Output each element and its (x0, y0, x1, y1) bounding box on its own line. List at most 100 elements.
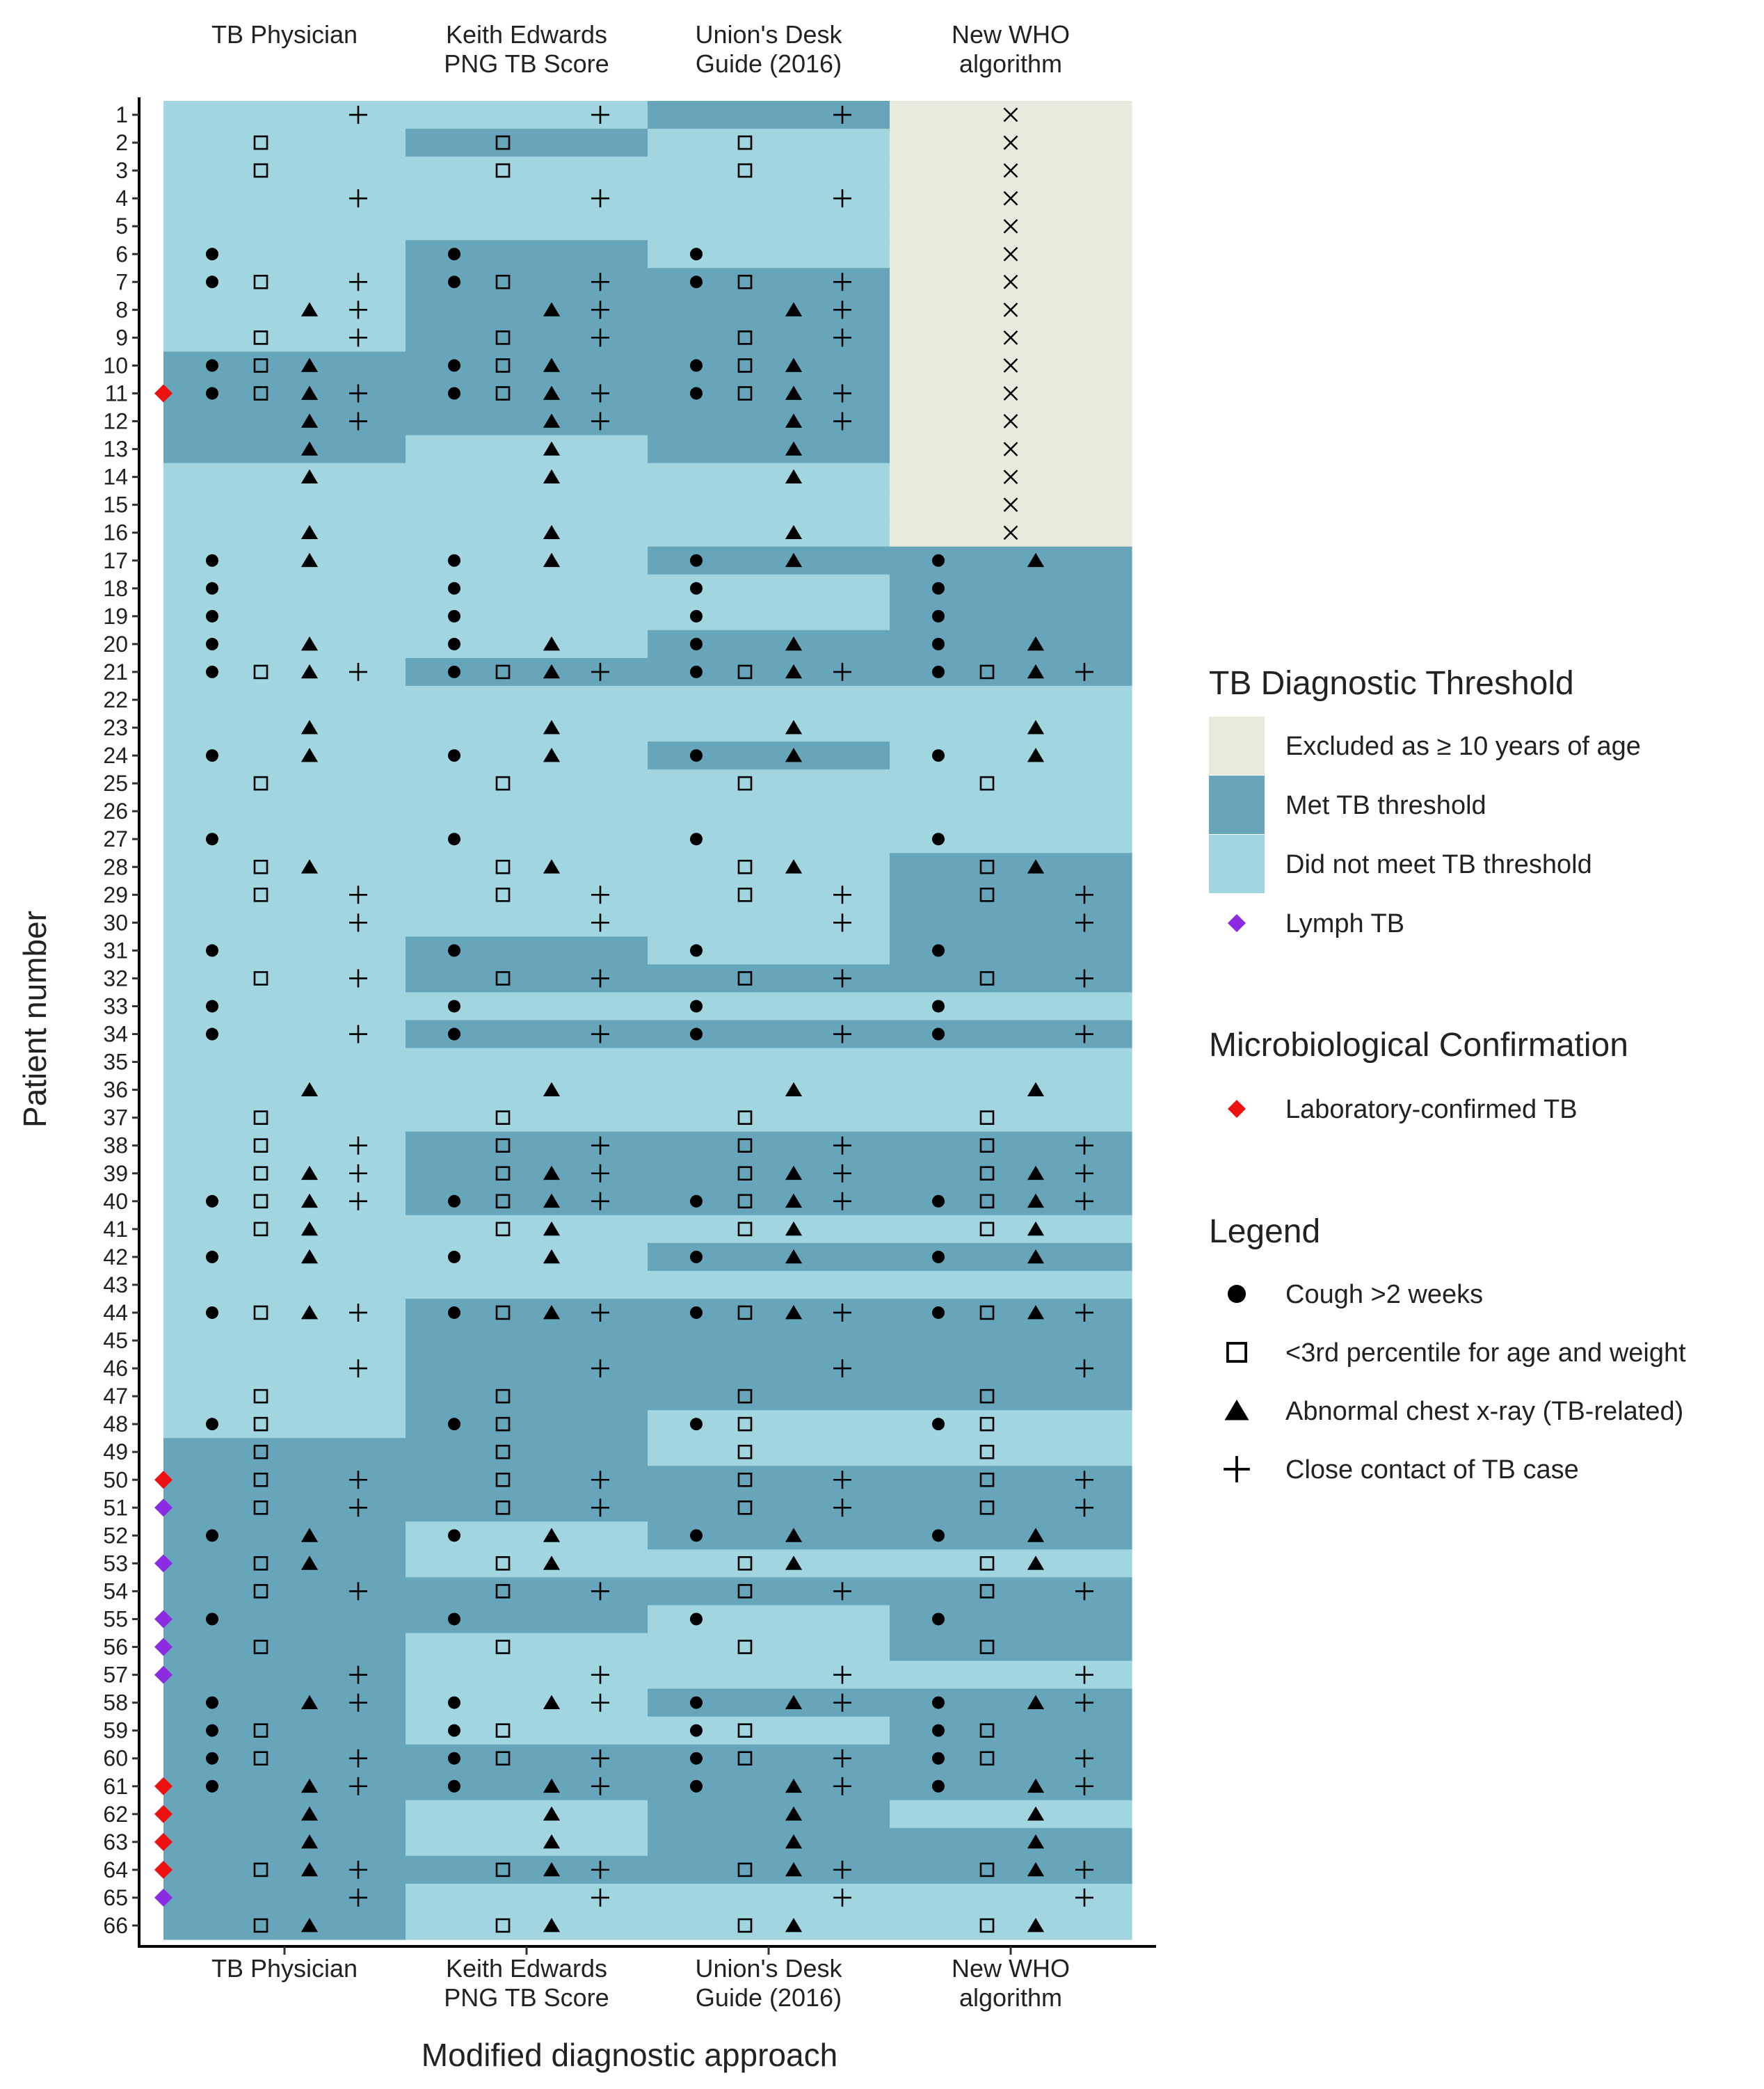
contact-plus-patient-65-approach-4 (1075, 1888, 1093, 1907)
contact-plus-patient-21-approach-1 (349, 662, 367, 681)
cell-patient-18-approach-3 (648, 574, 890, 603)
cell-patient-43-approach-1 (163, 1270, 406, 1299)
contact-plus-patient-34-approach-1 (349, 1025, 367, 1043)
y-tick-label: 11 (105, 381, 128, 406)
cough-dot-patient-34-approach-3 (690, 1027, 703, 1041)
xray-triangle-patient-8-approach-3 (785, 302, 803, 317)
cell-patient-52-approach-1 (163, 1521, 406, 1550)
cell-patient-29-approach-3 (648, 881, 890, 909)
weight-square-patient-28-approach-1 (253, 859, 268, 874)
contact-plus-patient-21-approach-4 (1075, 662, 1093, 681)
lymph-tb-diamond-patient-65 (154, 1888, 173, 1907)
cell-patient-31-approach-1 (163, 936, 406, 966)
cell-patient-42-approach-3 (648, 1242, 890, 1272)
cough-dot-patient-52-approach-3 (690, 1529, 703, 1542)
cell-patient-40-approach-3 (648, 1187, 890, 1216)
cough-dot-patient-58-approach-3 (690, 1696, 703, 1709)
legend-swatch-excluded (1209, 717, 1265, 775)
weight-square-patient-47-approach-1 (253, 1388, 268, 1404)
xray-triangle-patient-23-approach-4 (1027, 720, 1045, 735)
cell-patient-7-approach-2 (406, 268, 648, 296)
cough-dot-patient-42-approach-3 (690, 1250, 703, 1263)
cough-dot-patient-21-approach-2 (448, 665, 460, 678)
y-tick-label: 2 (115, 130, 128, 155)
xray-triangle-patient-58-approach-3 (785, 1695, 803, 1709)
cell-patient-55-approach-1 (163, 1605, 406, 1634)
y-tick-label: 45 (103, 1328, 128, 1353)
xray-triangle-patient-21-approach-4 (1027, 664, 1045, 679)
contact-plus-patient-38-approach-3 (833, 1136, 851, 1155)
cell-patient-40-approach-2 (406, 1187, 648, 1216)
cell-patient-34-approach-3 (648, 1020, 890, 1049)
contact-plus-patient-54-approach-3 (833, 1582, 851, 1601)
weight-square-patient-49-approach-4 (979, 1444, 995, 1459)
weight-square-patient-49-approach-2 (495, 1444, 511, 1459)
weight-square-patient-54-approach-3 (737, 1584, 753, 1599)
cell-patient-14-approach-1 (163, 463, 406, 492)
xray-triangle-patient-44-approach-4 (1027, 1304, 1045, 1320)
cell-patient-55-approach-3 (648, 1605, 890, 1634)
legend-contact-symbol (1224, 1456, 1250, 1482)
cell-patient-64-approach-2 (406, 1855, 648, 1884)
weight-square-patient-44-approach-3 (737, 1305, 753, 1320)
cough-dot-patient-27-approach-2 (448, 833, 460, 846)
y-tick-label: 26 (103, 799, 128, 824)
cell-patient-33-approach-2 (406, 992, 648, 1021)
weight-square-patient-50-approach-4 (979, 1472, 995, 1487)
cell-patient-61-approach-2 (406, 1772, 648, 1801)
y-tick-label: 62 (103, 1802, 128, 1827)
xray-triangle-patient-61-approach-4 (1027, 1778, 1045, 1793)
approach-label-bottom: Keith Edwards (446, 1954, 607, 1983)
legend-label-lymph: Lymph TB (1285, 909, 1404, 938)
y-tick-label: 12 (103, 409, 128, 434)
weight-square-patient-64-approach-3 (737, 1862, 753, 1878)
approach-label-bottom-line2: PNG TB Score (444, 1983, 609, 2012)
cough-dot-patient-24-approach-1 (206, 749, 218, 762)
cough-dot-patient-31-approach-4 (932, 944, 945, 957)
cough-dot-patient-55-approach-1 (206, 1612, 218, 1626)
xray-triangle-patient-64-approach-2 (543, 1862, 561, 1877)
weight-square-patient-3-approach-2 (495, 163, 511, 178)
weight-square-patient-37-approach-1 (253, 1110, 268, 1125)
cough-dot-patient-20-approach-2 (448, 637, 460, 650)
y-tick-label: 25 (103, 771, 128, 796)
cell-patient-59-approach-3 (648, 1716, 890, 1745)
cough-dot-patient-19-approach-3 (690, 609, 703, 623)
xray-triangle-patient-62-approach-1 (300, 1806, 319, 1821)
weight-square-patient-50-approach-2 (495, 1472, 511, 1487)
xray-triangle-patient-61-approach-2 (543, 1778, 561, 1793)
weight-square-patient-50-approach-1 (253, 1472, 268, 1487)
contact-plus-patient-29-approach-3 (833, 886, 851, 904)
cell-patient-56-approach-4 (890, 1633, 1132, 1662)
xray-triangle-patient-11-approach-3 (785, 385, 803, 400)
contact-plus-patient-40-approach-3 (833, 1192, 851, 1210)
cell-patient-17-approach-3 (648, 546, 890, 575)
xray-triangle-patient-11-approach-2 (543, 385, 561, 400)
contact-plus-patient-8-approach-2 (591, 301, 609, 319)
cell-patient-36-approach-2 (406, 1075, 648, 1105)
legend-label-contact: Close contact of TB case (1285, 1455, 1579, 1484)
xray-triangle-patient-41-approach-3 (785, 1221, 803, 1236)
cell-patient-48-approach-1 (163, 1410, 406, 1439)
weight-square-patient-48-approach-3 (737, 1416, 753, 1432)
cough-dot-patient-55-approach-3 (690, 1612, 703, 1626)
cell-patient-57-approach-4 (890, 1660, 1132, 1690)
cell-patient-34-approach-1 (163, 1020, 406, 1049)
cough-dot-patient-10-approach-2 (448, 359, 460, 372)
cell-patient-20-approach-2 (406, 630, 648, 659)
lymph-tb-diamond-patient-57 (154, 1665, 173, 1684)
lab-confirmed-diamond-patient-62 (154, 1804, 173, 1823)
contact-plus-patient-39-approach-3 (833, 1164, 851, 1183)
weight-square-patient-2-approach-2 (495, 135, 511, 150)
xray-triangle-patient-44-approach-2 (543, 1304, 561, 1320)
xray-triangle-patient-36-approach-1 (300, 1082, 319, 1096)
xray-triangle-patient-42-approach-3 (785, 1249, 803, 1264)
cell-patient-22-approach-2 (406, 685, 648, 714)
cell-patient-36-approach-4 (890, 1075, 1132, 1105)
cough-dot-patient-7-approach-1 (206, 275, 218, 289)
weight-square-patient-7-approach-1 (253, 274, 268, 289)
cell-patient-30-approach-3 (648, 909, 890, 937)
cough-dot-patient-42-approach-1 (206, 1250, 218, 1263)
xray-triangle-patient-24-approach-4 (1027, 748, 1045, 762)
cell-patient-16-approach-3 (648, 518, 890, 547)
